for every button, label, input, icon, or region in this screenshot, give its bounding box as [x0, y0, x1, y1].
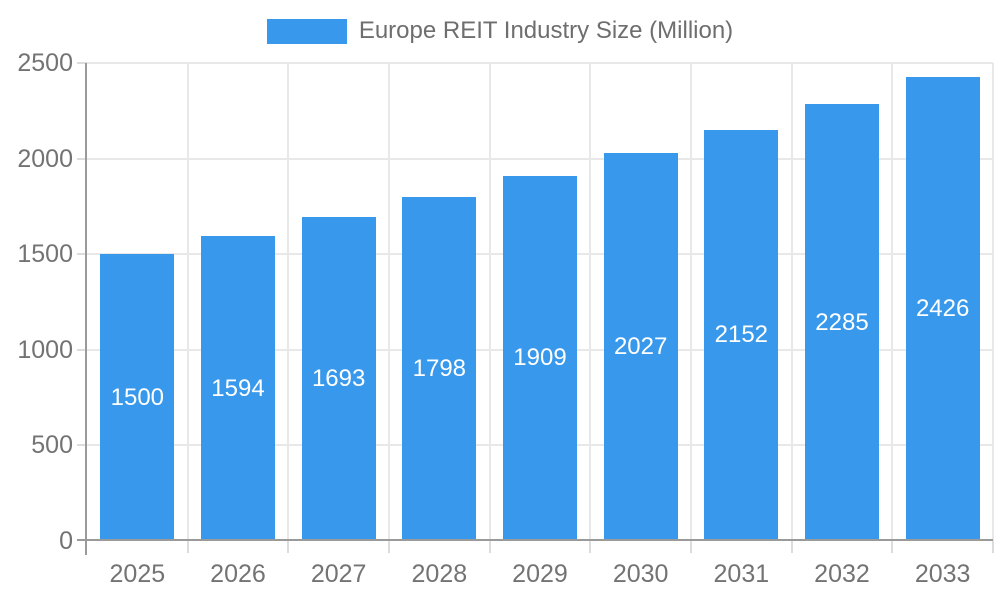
y-axis-tick: [77, 253, 87, 256]
x-axis-tick: [488, 541, 491, 553]
bar-value-label: 2027: [613, 333, 668, 361]
gridline-vertical: [488, 63, 491, 541]
y-tick-label: 500: [31, 431, 73, 460]
gridline-vertical: [589, 63, 592, 541]
x-axis-line: [77, 539, 993, 541]
x-tick-label: 2026: [210, 560, 266, 588]
y-tick-label: 2000: [17, 144, 73, 173]
gridline-vertical: [186, 63, 189, 541]
gridline-horizontal: [87, 157, 993, 160]
y-tick-label: 1500: [17, 240, 73, 269]
y-axis-line: [85, 63, 87, 555]
y-axis-tick: [77, 348, 87, 351]
x-tick-label: 2033: [914, 560, 971, 588]
bar-value-label: 2152: [714, 321, 769, 349]
x-axis-tick: [992, 541, 994, 553]
x-axis-tick: [388, 541, 390, 553]
bar-2027: 1693: [301, 217, 376, 541]
chart-legend[interactable]: Europe REIT Industry Size (Million): [0, 17, 1000, 45]
x-axis-tick: [690, 541, 692, 553]
gridline-vertical: [287, 63, 290, 541]
x-axis-tick: [891, 541, 894, 553]
x-axis-tick: [589, 541, 592, 553]
bar-2028: 1798: [402, 197, 477, 541]
y-tick-label: 1000: [17, 335, 73, 364]
bar-value-label: 2426: [915, 295, 970, 323]
x-tick-label: 2032: [814, 560, 870, 588]
bar-2025: 1500: [100, 254, 175, 541]
y-axis-tick: [77, 62, 87, 64]
bar-2032: 2285: [805, 104, 879, 541]
bar-value-label: 1500: [110, 383, 165, 411]
bar-value-label: 1798: [412, 355, 467, 383]
bar-value-label: 1693: [311, 365, 366, 393]
gridline-vertical: [891, 63, 894, 541]
bar-2026: 1594: [201, 236, 275, 541]
gridline-horizontal: [87, 62, 993, 64]
x-tick-label: 2028: [411, 560, 468, 588]
bar-2029: 1909: [503, 175, 577, 541]
y-tick-label: 2500: [17, 49, 73, 77]
x-tick-label: 2027: [310, 560, 367, 588]
bar-2031: 2152: [704, 129, 779, 541]
x-axis-tick: [287, 541, 290, 553]
y-axis-tick: [77, 157, 87, 160]
legend-label: Europe REIT Industry Size (Million): [358, 17, 734, 44]
x-tick-label: 2025: [109, 560, 166, 588]
x-tick-label: 2029: [512, 560, 568, 588]
plot-area: 0 500 1000 1500 2000 2500 1500 1594 1693 1798 1909…: [17, 49, 994, 588]
bar-2030: 2027: [603, 153, 678, 541]
legend-swatch-icon: [266, 18, 347, 44]
gridline-vertical: [690, 63, 692, 541]
bar-value-label: 1909: [513, 344, 567, 372]
x-tick-label: 2031: [713, 560, 770, 588]
gridline-vertical: [790, 63, 793, 541]
y-axis-tick: [77, 444, 87, 447]
x-tick-label: 2030: [612, 560, 669, 588]
y-tick-label: 0: [59, 527, 73, 555]
gridline-vertical: [388, 63, 390, 541]
bar-value-label: 2285: [815, 308, 869, 336]
x-axis-tick: [790, 541, 793, 553]
x-axis-tick: [186, 541, 189, 553]
gridline-vertical: [992, 63, 994, 541]
bar-2033: 2426: [905, 77, 980, 541]
bar-value-label: 1594: [211, 374, 265, 402]
